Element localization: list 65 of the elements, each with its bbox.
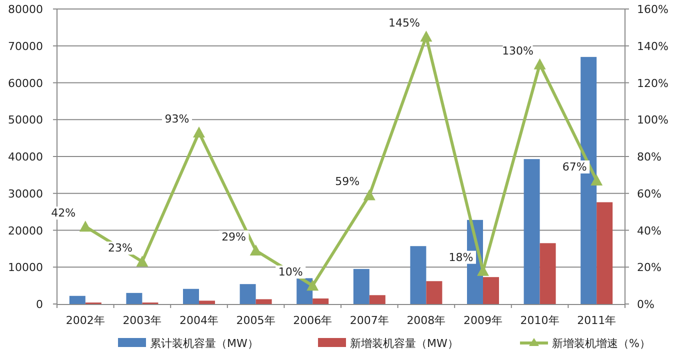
bar — [410, 246, 426, 304]
y2-tick-label: 20% — [637, 261, 662, 274]
point — [136, 256, 148, 267]
data-label: 23% — [108, 242, 132, 255]
y-tick-label: 50000 — [8, 114, 43, 127]
bar — [312, 298, 329, 304]
y-tick-label: 30000 — [8, 187, 43, 200]
y2-tick-label: 160% — [637, 3, 668, 16]
x-tick-label: 2006年 — [293, 314, 332, 327]
x-tick-label: 2002年 — [66, 314, 105, 327]
y-tick-label: 80000 — [8, 3, 43, 16]
point — [590, 174, 603, 186]
y-tick-label: 20000 — [8, 224, 43, 238]
data-label: 93% — [164, 112, 190, 126]
x-tick-label: 2004年 — [180, 314, 218, 327]
y2-tick-label: 0% — [637, 298, 654, 311]
y2-tick-label: 120% — [637, 76, 668, 90]
data-label: 10% — [278, 266, 303, 279]
point — [363, 189, 376, 200]
y2-tick-label: 80% — [637, 150, 662, 164]
y-tick-label: 0 — [36, 298, 43, 311]
bar — [199, 300, 215, 304]
bar — [369, 295, 386, 304]
x-tick-label: 2011年 — [577, 314, 616, 327]
data-label: 59% — [335, 175, 360, 188]
data-label: 29% — [222, 230, 246, 244]
data-label: 42% — [51, 206, 76, 220]
x-tick-label: 2007年 — [350, 314, 389, 327]
y2-tick-label: 140% — [637, 40, 668, 53]
bar — [256, 299, 272, 304]
bar — [426, 281, 442, 304]
data-label: 130% — [502, 44, 534, 58]
y2-tick-label: 100% — [637, 114, 668, 127]
point — [250, 244, 262, 256]
y2-tick-label: 40% — [637, 224, 662, 238]
point — [193, 126, 205, 138]
bar — [596, 202, 613, 304]
legend-label: 新增装机增速（%） — [552, 337, 650, 350]
y2-tick-label: 60% — [637, 187, 662, 200]
point — [79, 220, 92, 232]
x-tick-label: 2009年 — [464, 314, 502, 327]
point — [420, 30, 432, 42]
legend-label: 累计装机容量（MW） — [150, 337, 258, 350]
legend-label: 新增装机容量（MW） — [350, 337, 458, 350]
x-tick-label: 2003年 — [122, 314, 162, 327]
y-tick-label: 70000 — [8, 40, 43, 53]
data-label: 145% — [388, 16, 420, 30]
y-tick-label: 10000 — [8, 261, 43, 274]
bar — [353, 268, 370, 304]
x-tick-label: 2008年 — [406, 314, 446, 327]
y-tick-label: 40000 — [8, 150, 43, 164]
data-label: 18% — [448, 250, 474, 264]
point — [534, 58, 546, 70]
bar — [524, 159, 540, 304]
bar — [540, 243, 556, 304]
y-tick-label: 60000 — [8, 76, 43, 90]
bar — [483, 277, 499, 304]
x-tick-label: 2010年 — [520, 314, 560, 327]
data-label: 67% — [562, 160, 587, 174]
bar — [126, 292, 142, 304]
bar — [69, 296, 86, 304]
bar — [240, 284, 256, 304]
x-tick-label: 2005年 — [236, 314, 276, 327]
point — [306, 280, 319, 291]
bar — [183, 288, 199, 304]
